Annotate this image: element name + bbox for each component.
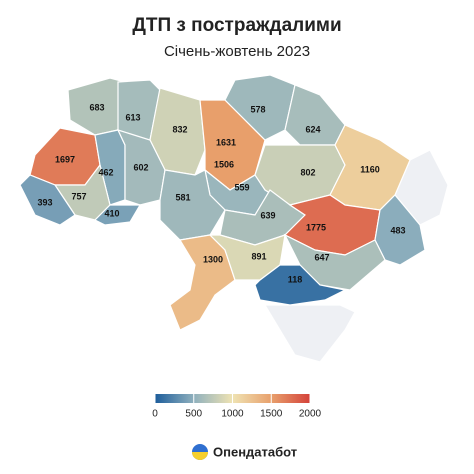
region-label: 639 bbox=[260, 210, 275, 220]
region-label: 832 bbox=[172, 124, 187, 134]
region-label: 802 bbox=[300, 167, 315, 177]
region-label: 624 bbox=[305, 124, 320, 134]
region bbox=[93, 204, 142, 226]
region-label: 483 bbox=[390, 225, 405, 235]
region-label: 1160 bbox=[360, 164, 380, 174]
region-label: 1506 bbox=[214, 159, 234, 169]
region bbox=[19, 174, 76, 226]
region-label: 559 bbox=[234, 182, 249, 192]
colorbar-tick-label: 500 bbox=[185, 409, 202, 420]
region-label: 1631 bbox=[216, 137, 236, 147]
region-label: 891 bbox=[251, 251, 266, 261]
map bbox=[19, 74, 449, 363]
region-label: 1697 bbox=[55, 154, 75, 164]
region-label: 613 bbox=[125, 112, 140, 122]
region-label: 1775 bbox=[306, 222, 326, 232]
region-label: 393 bbox=[37, 197, 52, 207]
region bbox=[116, 129, 166, 206]
region-label: 410 bbox=[104, 208, 119, 218]
no-data-area bbox=[263, 304, 356, 363]
region-label: 757 bbox=[71, 191, 86, 201]
region bbox=[254, 264, 347, 306]
region-label: 581 bbox=[175, 192, 190, 202]
colorbar-tick-label: 2000 bbox=[299, 409, 322, 420]
region-label: 602 bbox=[133, 162, 148, 172]
colorbar-ticks: 0 500 1000 1500 2000 bbox=[152, 394, 322, 420]
region bbox=[284, 84, 346, 146]
region-label: 647 bbox=[314, 252, 329, 262]
colorbar-tick-label: 0 bbox=[152, 409, 158, 420]
colorbar-tick-label: 1000 bbox=[221, 409, 244, 420]
labels: 683 613 832 1631 1506 578 624 1697 462 602 559 802 1… bbox=[37, 102, 405, 284]
region-label: 462 bbox=[98, 167, 113, 177]
region-label: 118 bbox=[288, 274, 303, 284]
brand: Опендатабот bbox=[213, 444, 297, 459]
region-label: 683 bbox=[89, 102, 104, 112]
title: ДТП з постраждалими bbox=[132, 15, 341, 36]
subtitle: Січень-жовтень 2023 bbox=[164, 43, 310, 60]
colorbar-tick-label: 1500 bbox=[260, 409, 283, 420]
logo-half bbox=[192, 452, 208, 460]
region-label: 578 bbox=[250, 104, 265, 114]
region-label: 1300 bbox=[203, 254, 223, 264]
region bbox=[159, 169, 226, 241]
